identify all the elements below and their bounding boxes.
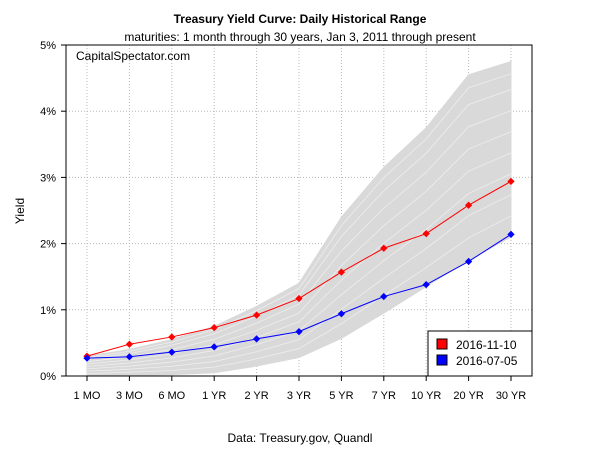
x-tick-label: 3 YR [287,390,311,402]
series-point [168,348,176,356]
series-point [210,343,218,351]
x-tick-label: 3 MO [116,390,143,402]
chart-title: Treasury Yield Curve: Daily Historical R… [174,12,427,26]
x-tick-label: 1 YR [202,390,226,402]
x-tick-label: 20 YR [453,390,483,402]
y-axis: 0% 1% 2% 3% 4% 5% [40,40,66,383]
historical-range-trace [86,131,512,365]
historical-range-layer [86,60,512,377]
series-point [422,281,430,289]
series-point [83,354,91,362]
series-point [464,257,473,266]
legend-swatch [436,354,448,366]
historical-range-trace [86,194,512,372]
series-point [125,340,134,348]
x-axis: 1 MO 3 MO 6 MO 1 YR 2 YR 3 YR 5 YR 7 YR 10 YR 20 … [74,376,526,402]
legend-swatch [436,338,448,350]
series-point [380,244,388,252]
x-tick-label: 2 YR [244,390,268,402]
series-point [125,353,134,361]
series-point [210,324,218,332]
y-axis-label: Yield [13,198,27,224]
historical-range-trace [86,152,512,367]
x-tick-label: 5 YR [329,390,353,402]
y-tick-label: 1% [40,305,56,317]
y-tick-label: 4% [40,106,56,118]
legend-label: 2016-07-05 [456,354,518,368]
historical-range-trace [86,73,512,358]
series-point [337,310,346,318]
series-point [507,230,515,238]
x-tick-label: 6 MO [158,390,185,402]
series-point [252,311,261,319]
series-point [168,333,176,341]
x-axis-label: Data: Treasury.gov, Quandl [228,431,373,445]
y-tick-label: 2% [40,239,56,251]
series-point [507,177,515,185]
y-tick-label: 0% [40,371,56,383]
series-point [337,268,346,276]
watermark-text: CapitalSpectator.com [76,49,190,63]
series-point [252,335,261,343]
chart-subtitle: maturities: 1 month through 30 years, Ja… [124,30,476,44]
series-point [380,292,388,301]
y-tick-label: 3% [40,172,56,184]
y-tick-label: 5% [40,40,56,52]
series-2016-07-05 [83,230,515,362]
plot-area [65,44,533,377]
series-2016-11-10 [83,177,515,360]
legend-label: 2016-11-10 [456,338,517,352]
historical-range-trace [86,215,512,375]
historical-range-trace [86,110,512,363]
series-point [295,328,303,336]
legend: 2016-11-10 2016-07-05 [427,330,533,377]
series-point [422,230,430,238]
series-point [464,201,473,209]
x-tick-label: 30 YR [496,390,526,402]
series-point [295,294,303,303]
x-tick-label: 7 YR [372,390,396,402]
x-tick-label: 10 YR [411,390,441,402]
series-layer [83,177,515,362]
x-tick-label: 1 MO [74,390,101,402]
